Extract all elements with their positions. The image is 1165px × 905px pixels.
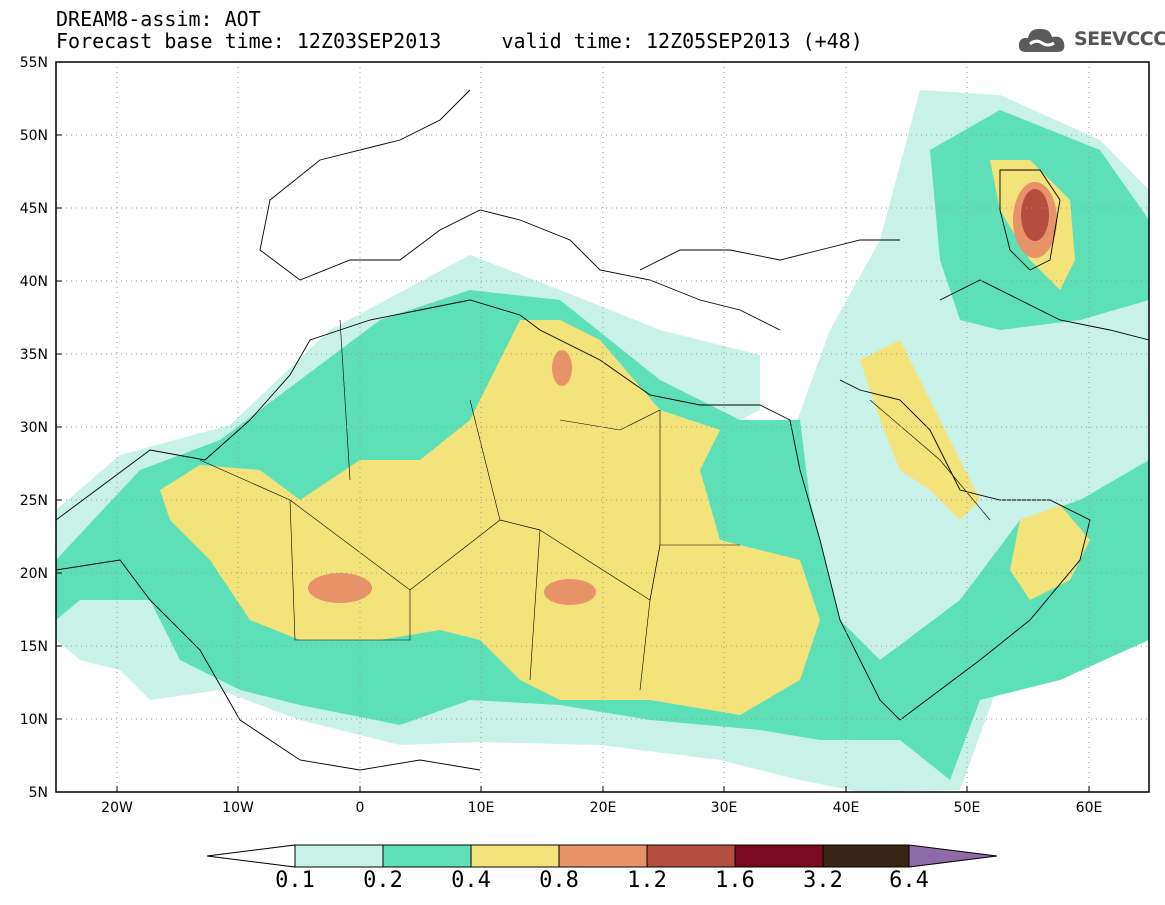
grid-lines [56, 62, 1149, 792]
lat-tick-label: 10N [20, 712, 48, 728]
aot-0.4-band-arabia [860, 340, 980, 520]
lat-tick-label: 50N [20, 128, 48, 144]
lon-tick-label: 10W [222, 800, 254, 816]
colorbar-label: 0.8 [539, 868, 579, 893]
colorbar-bin [294, 844, 384, 868]
colorbar-label: 0.1 [275, 868, 315, 893]
colorbar-bin [646, 844, 736, 868]
lat-tick-label: 5N [29, 785, 48, 801]
aot-0.8-patch-chad [544, 579, 596, 605]
cloud-icon [1018, 28, 1065, 52]
lon-tick-label: 0 [356, 800, 365, 816]
logo-text: SEEVCCC [1074, 28, 1165, 50]
lat-tick-label: 55N [20, 55, 48, 71]
lat-labels: 55N 50N 45N 40N 35N 30N 25N 20N 15N 10N … [20, 55, 48, 801]
colorbar-bin [734, 844, 824, 868]
colorbar-bin [558, 844, 648, 868]
colorbar-bin [382, 844, 472, 868]
map-title: DREAM8-assim: AOT [56, 7, 261, 31]
forecast-times: Forecast base time: 12Z03SEP2013 valid t… [56, 29, 863, 53]
lon-tick-label: 20E [590, 800, 617, 816]
lon-tick-label: 40E [833, 800, 860, 816]
lon-labels: 20W 10W 0 10E 20E 30E 40E 50E 60E [101, 800, 1102, 816]
lat-tick-label: 20N [20, 566, 48, 582]
aot-0.8-patch-libya [552, 350, 572, 386]
lon-tick-label: 20W [101, 800, 133, 816]
lon-tick-label: 50E [954, 800, 981, 816]
lat-tick-label: 45N [20, 201, 48, 217]
colorbar-min-triangle [206, 844, 296, 868]
colorbar-label: 1.2 [627, 868, 667, 893]
lat-tick-label: 40N [20, 274, 48, 290]
aot-0.4-band-oman [1010, 505, 1090, 600]
seevccc-logo: SEEVCCC [1016, 22, 1165, 58]
lat-tick-label: 25N [20, 493, 48, 509]
colorbar [206, 844, 998, 868]
colorbar-label: 6.4 [889, 868, 929, 893]
aot-fields [56, 90, 1149, 792]
colorbar-bin [822, 844, 910, 868]
aot-0.4-band-sahara [160, 320, 820, 715]
colorbar-label: 1.6 [715, 868, 755, 893]
aot-0.8-patch-mauritania [308, 573, 372, 603]
lon-tick-label: 30E [711, 800, 738, 816]
lat-tick-label: 15N [20, 639, 48, 655]
lat-tick-label: 30N [20, 420, 48, 436]
tick-marks [56, 61, 1090, 793]
colorbar-label: 0.4 [451, 868, 491, 893]
lon-tick-label: 10E [468, 800, 495, 816]
colorbar-label: 3.2 [803, 868, 843, 893]
lon-tick-label: 60E [1076, 800, 1103, 816]
lat-tick-label: 35N [20, 347, 48, 363]
country-borders [199, 319, 991, 691]
aot-1.2-patch-caspian [1021, 189, 1049, 241]
colorbar-max-triangle [908, 844, 998, 868]
colorbar-bin [470, 844, 560, 868]
coastlines [56, 89, 1149, 771]
colorbar-label: 0.2 [363, 868, 403, 893]
